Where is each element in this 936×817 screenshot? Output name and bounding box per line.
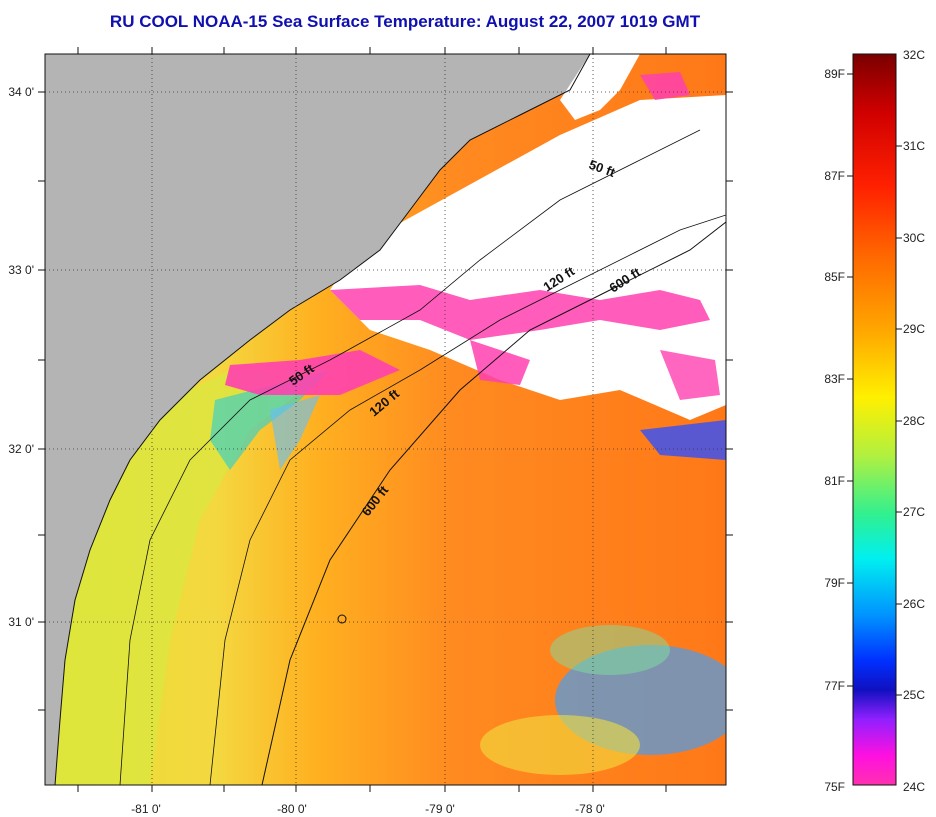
colorbar-label-f: 75F: [824, 780, 845, 794]
isobath-600ft: [261, 221, 726, 785]
lon-label: -81 0': [131, 802, 161, 816]
lat-label: 31 0': [8, 615, 34, 629]
colorbar-label-f: 87F: [824, 169, 845, 183]
colorbar-label-c: 26C: [903, 597, 925, 611]
isobath-120ft: [209, 214, 726, 785]
buoy-marker: [337, 614, 347, 624]
isobath-50ft: [119, 129, 701, 785]
map-frame: [44, 53, 727, 786]
colorbar-label-c: 24C: [903, 780, 925, 794]
colorbar-label-f: 89F: [824, 67, 845, 81]
lat-label: 33 0': [8, 263, 34, 277]
colorbar-label-c: 28C: [903, 414, 925, 428]
colorbar-label-f: 79F: [824, 576, 845, 590]
colorbar-label-f: 83F: [824, 372, 845, 386]
graticule: [45, 54, 726, 785]
colorbar-ticks: [847, 73, 902, 696]
colorbar-label-f: 81F: [824, 474, 845, 488]
lon-label: -80 0': [277, 802, 307, 816]
colorbar: [852, 53, 897, 786]
colorbar-label-c: 30C: [903, 231, 925, 245]
lon-label: -78 0': [575, 802, 605, 816]
cloud-edge-pink: [330, 285, 710, 340]
colorbar-label-c: 31C: [903, 139, 925, 153]
map-title: RU COOL NOAA-15 Sea Surface Temperature:…: [109, 12, 701, 31]
colorbar-label-f: 77F: [824, 679, 845, 693]
cloud-cover: [330, 95, 726, 420]
colorbar-label-c: 29C: [903, 322, 925, 336]
coastline: [54, 54, 591, 785]
colorbar-label-c: 25C: [903, 688, 925, 702]
axis-ticks: [38, 47, 733, 792]
colorbar-label-c: 32C: [903, 48, 925, 62]
colorbar-label-c: 27C: [903, 505, 925, 519]
land-mass: [45, 54, 590, 785]
lat-label: 34 0': [8, 85, 34, 99]
lon-label: -79 0': [425, 802, 455, 816]
colorbar-label-f: 85F: [824, 270, 845, 284]
lat-label: 32 0': [8, 442, 34, 456]
